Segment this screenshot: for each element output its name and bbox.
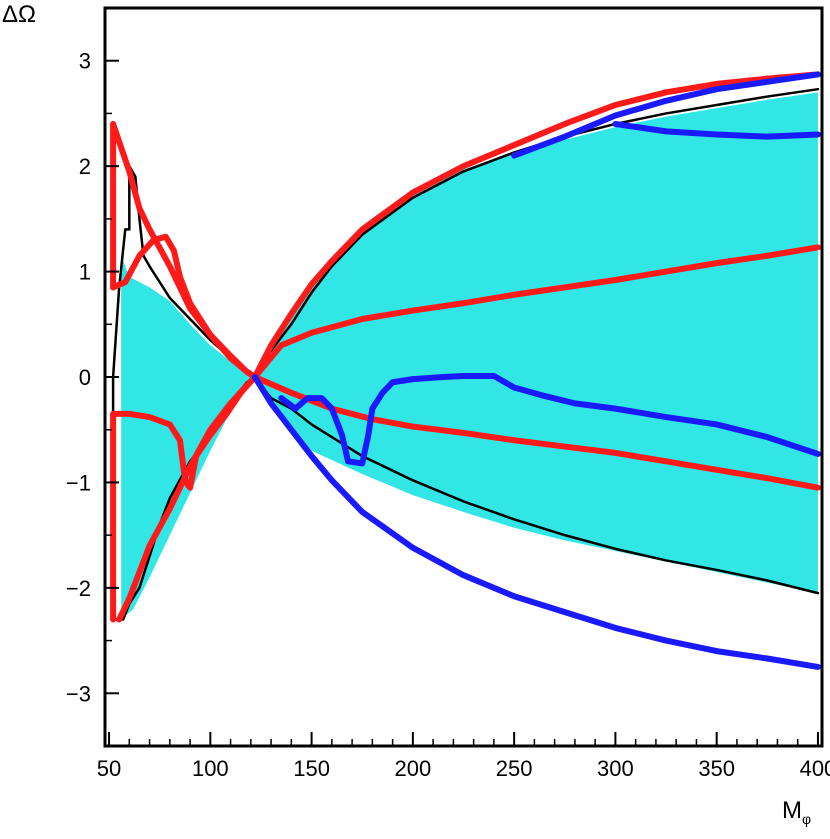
- x-tick-label: 100: [192, 756, 229, 781]
- x-axis-label: Mφ: [782, 797, 811, 827]
- x-axis-label-main: M: [782, 797, 802, 824]
- x-axis-label-subscript: φ: [802, 811, 811, 827]
- confidence-band: [121, 92, 818, 620]
- series-line-10: [251, 374, 821, 670]
- x-tick-label: 350: [698, 756, 735, 781]
- y-tick-label: 3: [79, 49, 91, 74]
- series-lines: [110, 71, 821, 670]
- y-tick-label: 2: [79, 154, 91, 179]
- x-tick-label: 400: [800, 756, 830, 781]
- y-tick-label: −1: [66, 470, 91, 495]
- series-line-11: [278, 372, 821, 467]
- x-tick-label: 300: [597, 756, 634, 781]
- y-tick-label: −2: [66, 576, 91, 601]
- x-axis-ticks: 50 100 150 200 250 300 350 400: [97, 732, 830, 781]
- band-area: [121, 92, 818, 620]
- x-tick-label: 200: [395, 756, 432, 781]
- y-tick-label: −3: [66, 681, 91, 706]
- y-tick-label: 1: [79, 260, 91, 285]
- x-tick-label: 150: [293, 756, 330, 781]
- y-axis-ticks: −3 −2 −1 0 1 2 3: [66, 7, 119, 747]
- series-line-8: [251, 244, 821, 380]
- series-line-3: [110, 233, 258, 380]
- y-axis-label: ΔΩ: [2, 1, 36, 28]
- series-line-12: [511, 71, 821, 159]
- series-line-13: [612, 120, 821, 140]
- x-tick-label: 250: [496, 756, 533, 781]
- series-line-6: [116, 374, 258, 623]
- series-line-7: [251, 71, 821, 380]
- y-tick-label: 0: [79, 365, 91, 390]
- x-tick-label: 50: [97, 756, 121, 781]
